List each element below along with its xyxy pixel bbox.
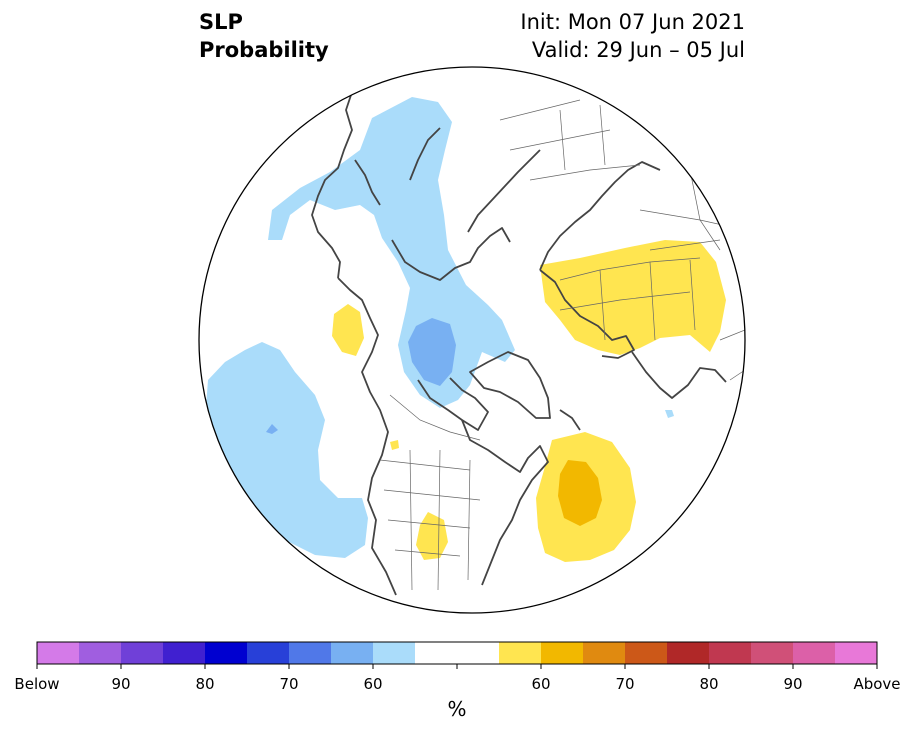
colorbar: Below 90 80 70 60 60 70 80 90 Above % bbox=[14, 641, 901, 721]
colorbar-swatch bbox=[835, 642, 878, 664]
below-region-hudson bbox=[408, 318, 456, 386]
colorbar-swatch bbox=[415, 642, 458, 664]
colorbar-tick-label: 80 bbox=[699, 675, 718, 693]
colorbar-swatch bbox=[709, 642, 752, 664]
colorbar-tick-label: 80 bbox=[195, 675, 214, 693]
colorbar-tick-label: 70 bbox=[279, 675, 298, 693]
colorbar-swatch bbox=[37, 642, 80, 664]
colorbar-swatch bbox=[331, 642, 374, 664]
title-field: Probability bbox=[199, 38, 329, 62]
colorbar-swatch bbox=[667, 642, 710, 664]
polar-map bbox=[198, 66, 746, 614]
above-region-central-us bbox=[416, 512, 448, 560]
colorbar-swatch bbox=[289, 642, 332, 664]
colorbar-swatch bbox=[457, 642, 500, 664]
colorbar-swatch bbox=[751, 642, 794, 664]
above-region-speck bbox=[390, 440, 399, 450]
colorbar-swatch bbox=[121, 642, 164, 664]
below-region-speck bbox=[266, 424, 278, 434]
colorbar-swatch bbox=[247, 642, 290, 664]
map-boundary bbox=[198, 66, 746, 614]
colorbar-tick-label: 60 bbox=[363, 675, 382, 693]
below-region-small bbox=[665, 410, 674, 418]
colorbar-swatch bbox=[205, 642, 248, 664]
colorbar-swatch bbox=[583, 642, 626, 664]
colorbar-tick-label: 90 bbox=[783, 675, 802, 693]
init-date: Init: Mon 07 Jun 2021 bbox=[520, 10, 745, 34]
colorbar-swatch bbox=[79, 642, 122, 664]
map-title: SLP Probability bbox=[199, 8, 329, 64]
colorbar-swatch bbox=[793, 642, 836, 664]
colorbar-unit: % bbox=[447, 697, 466, 721]
colorbar-tick-label: 90 bbox=[111, 675, 130, 693]
colorbar-swatch bbox=[373, 642, 416, 664]
colorbar-tick-label: 60 bbox=[531, 675, 550, 693]
above-region-siberia bbox=[540, 240, 726, 355]
colorbar-swatch bbox=[163, 642, 206, 664]
colorbar-tick-label: Above bbox=[853, 675, 900, 693]
colorbar-tick-label: Below bbox=[14, 675, 59, 693]
title-variable: SLP bbox=[199, 10, 243, 34]
above-region-atlantic-core bbox=[558, 460, 602, 526]
date-info: Init: Mon 07 Jun 2021 Valid: 29 Jun – 05… bbox=[520, 8, 745, 64]
colorbar-swatch bbox=[625, 642, 668, 664]
borders bbox=[379, 99, 745, 591]
colorbar-tick-label: 70 bbox=[615, 675, 634, 693]
valid-range: Valid: 29 Jun – 05 Jul bbox=[531, 38, 745, 62]
colorbar-swatch bbox=[499, 642, 542, 664]
colorbar-swatch bbox=[541, 642, 584, 664]
above-region-alaska bbox=[332, 304, 364, 356]
coastlines bbox=[311, 74, 727, 596]
